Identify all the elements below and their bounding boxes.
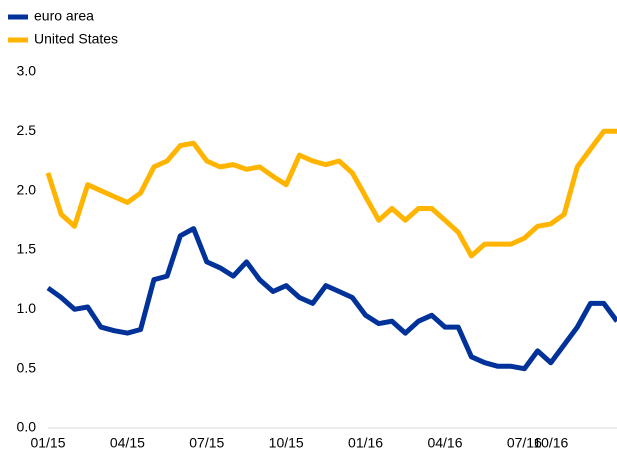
- series-line: [46, 226, 617, 372]
- legend-label: United States: [34, 31, 118, 47]
- y-tick-label: 2.5: [17, 122, 37, 138]
- y-tick-label: 1.5: [17, 241, 37, 257]
- legend-label: euro area: [34, 8, 94, 24]
- y-tick-label: 2.0: [17, 181, 37, 197]
- y-tick-label: 1.0: [17, 300, 37, 316]
- x-tick-label: 04/16: [427, 435, 462, 451]
- x-tick-label: 07/16: [507, 435, 542, 451]
- y-tick-label: 3.0: [17, 63, 37, 79]
- x-tick-label: 07/15: [189, 435, 224, 451]
- y-tick-label: 0.5: [17, 359, 37, 375]
- y-tick-label: 0.0: [17, 419, 37, 435]
- x-tick-label: 04/15: [110, 435, 145, 451]
- series-line: [45, 128, 617, 259]
- x-tick-label: 10/15: [269, 435, 304, 451]
- x-tick-label: 10/16: [533, 435, 568, 451]
- x-tick-label: 01/16: [348, 435, 383, 451]
- x-tick-label: 01/15: [30, 435, 65, 451]
